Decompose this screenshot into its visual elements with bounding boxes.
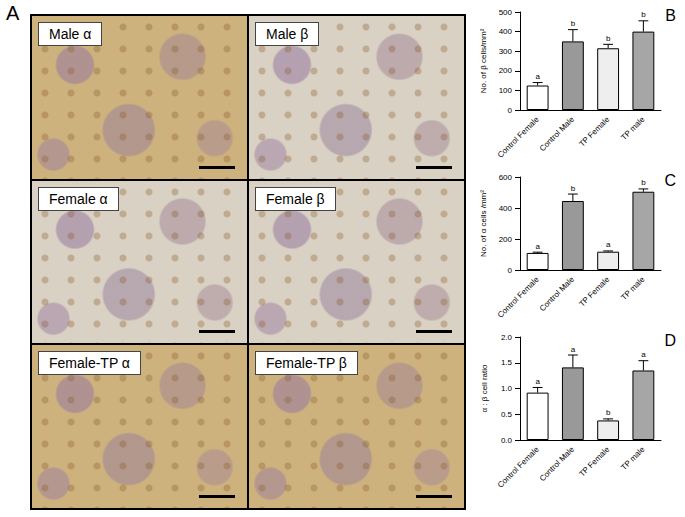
svg-text:1.5: 1.5: [501, 358, 513, 367]
svg-text:Control Female: Control Female: [496, 114, 541, 159]
html-text:Female α: Female α: [49, 190, 108, 207]
svg-text:No. of β cells/mm²: No. of β cells/mm²: [479, 28, 488, 93]
svg-text:TP male: TP male: [619, 274, 647, 302]
svg-text:Control Male: Control Male: [538, 274, 577, 313]
html-text:Female-TP α: Female-TP α: [49, 355, 130, 372]
html-text:A: A: [6, 2, 20, 24]
svg-text:400: 400: [499, 204, 513, 213]
svg-text:600: 600: [499, 173, 513, 182]
svg-text:a: a: [606, 240, 611, 249]
svg-text:a: a: [535, 377, 540, 386]
svg-text:b: b: [606, 34, 611, 43]
svg-text:300: 300: [499, 47, 513, 56]
svg-text:D: D: [664, 332, 676, 349]
html-text:Female-TP β: Female-TP β: [266, 355, 347, 372]
svg-text:200: 200: [499, 66, 513, 75]
svg-text:b: b: [641, 178, 646, 187]
svg-text:TP Female: TP Female: [577, 274, 611, 308]
svg-text:100: 100: [499, 86, 513, 95]
svg-text:a: a: [535, 242, 540, 251]
svg-text:α : β cell ratio: α : β cell ratio: [480, 364, 489, 412]
svg-text:TP male: TP male: [619, 444, 647, 472]
svg-text:C: C: [664, 172, 676, 189]
svg-text:Control Female: Control Female: [496, 444, 541, 489]
html-text:Male β: Male β: [266, 26, 309, 42]
html-text:Male α: Male α: [49, 26, 92, 42]
svg-text:a: a: [535, 72, 540, 81]
svg-text:b: b: [571, 184, 576, 193]
svg-text:TP Female: TP Female: [577, 444, 611, 478]
svg-text:b: b: [571, 19, 576, 28]
svg-text:0.0: 0.0: [501, 436, 513, 445]
svg-text:a: a: [641, 350, 646, 359]
svg-text:B: B: [665, 7, 676, 24]
html-text:Female β: Female β: [266, 190, 325, 207]
svg-text:TP male: TP male: [619, 114, 647, 142]
svg-text:a: a: [571, 345, 576, 354]
svg-text:TP Female: TP Female: [577, 114, 611, 148]
svg-text:0: 0: [508, 106, 513, 115]
svg-text:2.0: 2.0: [501, 333, 513, 342]
svg-text:Control Male: Control Male: [538, 444, 577, 483]
svg-text:200: 200: [499, 235, 513, 244]
svg-text:No. of α cells /mm²: No. of α cells /mm²: [479, 190, 488, 257]
svg-text:Control Female: Control Female: [496, 274, 541, 319]
svg-text:b: b: [606, 408, 611, 417]
svg-text:0.5: 0.5: [501, 410, 513, 419]
svg-text:b: b: [641, 10, 646, 19]
svg-text:0: 0: [508, 266, 513, 275]
svg-text:400: 400: [499, 27, 513, 36]
svg-text:1.0: 1.0: [501, 384, 513, 393]
svg-text:500: 500: [499, 8, 513, 17]
svg-text:Control Male: Control Male: [538, 114, 577, 153]
